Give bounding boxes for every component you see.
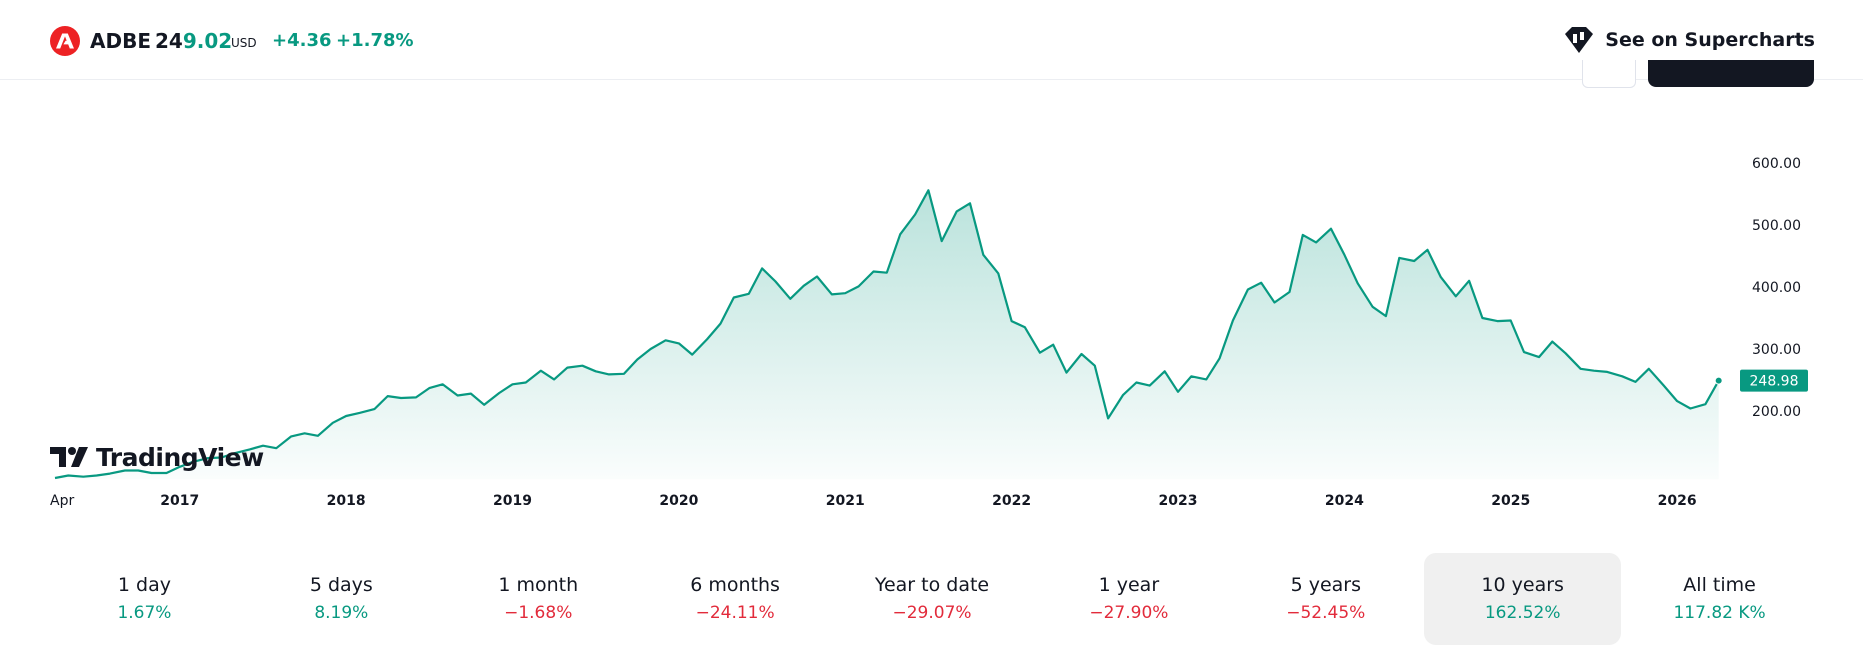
x-tick-label: 2021 [826,493,865,509]
price-series-line [54,189,1720,480]
period-label: 5 years [1290,574,1361,596]
tradingview-logo-text: TradingView [96,442,264,472]
period-tab-year-to-date[interactable]: Year to date −29.07% [834,553,1031,645]
price-currency: USD [231,36,257,50]
y-tick-label: 300.00 [1752,342,1801,358]
x-tick-label: 2025 [1491,493,1530,509]
adobe-logo-icon [50,26,80,56]
price-chart: Apr 2017 2018 2019 2020 2021 2022 2023 2024 2025 2… [50,156,1808,509]
period-change: −52.45% [1286,603,1366,623]
x-tick-label: 2024 [1325,493,1364,509]
price-change-percent: +1.78% [336,30,414,51]
x-tick-label: 2019 [493,493,532,509]
chart-toolbar-button[interactable] [1582,60,1636,88]
period-tab-10-years[interactable]: 10 years 162.52% [1424,553,1622,645]
y-tick-label: 500.00 [1752,218,1801,234]
period-label: 1 year [1098,574,1160,596]
last-value-label: 248.98 [1750,374,1799,390]
x-tick-label: 2018 [327,493,366,509]
x-tick-label: 2020 [659,493,698,509]
period-label: 6 months [690,574,780,596]
period-tab-5-days[interactable]: 5 days 8.19% [243,553,440,645]
last-price-tail: 9.02 [182,29,233,53]
period-tab-1-day[interactable]: 1 day 1.67% [46,553,243,645]
period-tab-5-years[interactable]: 5 years −52.45% [1227,553,1424,645]
last-price-marker [1714,376,1723,385]
period-change: −24.11% [695,603,775,623]
performance-periods: 1 day 1.67% 5 days 8.19% 1 month −1.68% 6 mont… [46,553,1818,645]
last-value-badge [1740,369,1808,392]
last-price: 249.02 [155,26,232,56]
y-tick-label: 200.00 [1752,404,1801,420]
price-area-fill [55,190,1719,480]
tradingview-logo[interactable]: TradingView [50,440,264,474]
chart-toolbar-primary-button[interactable] [1648,60,1814,87]
symbol-header: ADBE 249.02 USD +4.36 +1.78% See on Supe… [0,0,1863,80]
see-on-supercharts-label: See on Supercharts [1605,29,1815,51]
x-tick-label: 2017 [160,493,199,509]
x-tick-label: 2026 [1658,493,1697,509]
period-change: 8.19% [314,603,369,623]
period-label: Year to date [874,574,990,596]
period-tab-6-months[interactable]: 6 months −24.11% [637,553,834,645]
period-change: −27.90% [1089,603,1169,623]
period-label: All time [1683,574,1756,596]
tradingview-logo-icon [50,447,88,467]
price-change-absolute: +4.36 [272,30,332,51]
supercharts-icon [1565,27,1594,53]
y-tick-label: 600.00 [1752,156,1801,172]
period-change: 162.52% [1484,603,1561,623]
period-label: 10 years [1481,574,1564,596]
x-tick-label: Apr [50,493,74,509]
period-tab-all-time[interactable]: All time 117.82 K% [1621,553,1818,645]
period-tab-1-year[interactable]: 1 year −27.90% [1030,553,1227,645]
period-change: −1.68% [504,603,573,623]
x-tick-label: 2023 [1159,493,1198,509]
y-tick-label: 400.00 [1752,280,1801,296]
period-label: 1 day [117,574,171,596]
period-change: 1.67% [117,603,172,623]
symbol-ticker: ADBE [90,29,151,53]
period-label: 1 month [498,574,579,596]
period-label: 5 days [309,574,373,596]
last-price-head: 24 [155,29,183,53]
period-change: −29.07% [892,603,972,623]
see-on-supercharts-button[interactable]: See on Supercharts [1563,22,1815,58]
x-tick-label: 2022 [992,493,1031,509]
period-change: 117.82 K% [1673,603,1766,623]
period-tab-1-month[interactable]: 1 month −1.68% [440,553,637,645]
